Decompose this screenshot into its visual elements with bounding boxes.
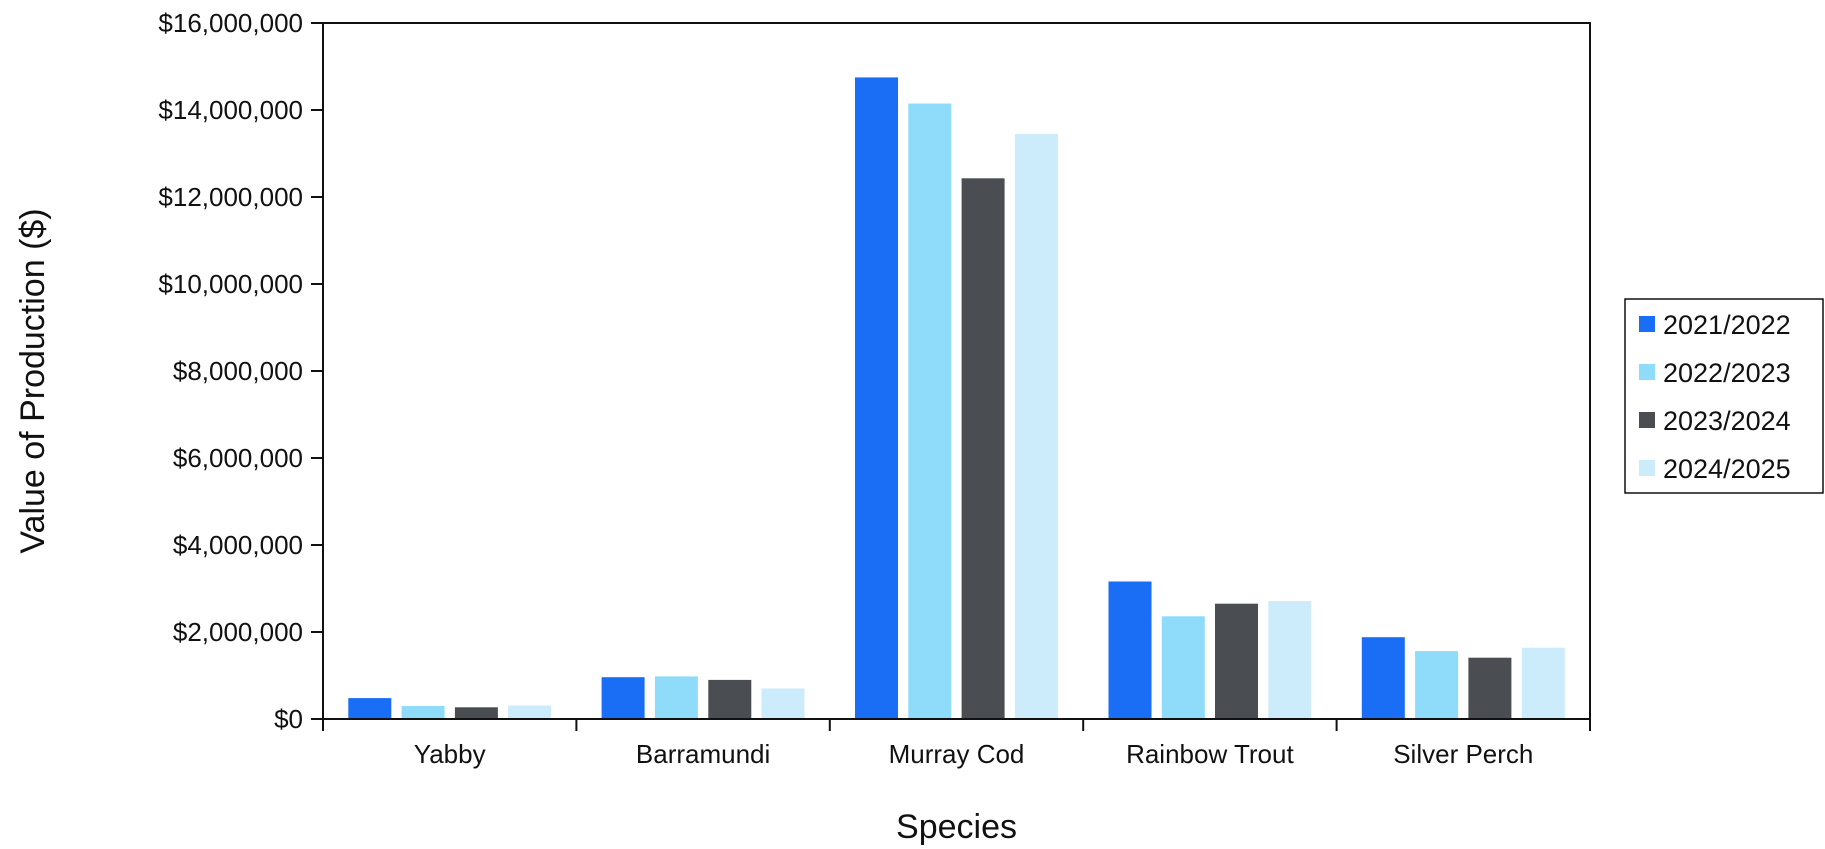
bar [708,679,752,719]
bar [1014,133,1058,719]
y-tick-label: $16,000,000 [158,8,303,38]
y-tick-label: $8,000,000 [173,356,303,386]
x-tick-label: Barramundi [636,739,770,769]
bars-layer [348,77,1565,720]
bar [1215,603,1258,719]
legend-label: 2021/2022 [1663,310,1791,340]
x-tick-label: Rainbow Trout [1126,739,1294,769]
bar [1268,601,1312,719]
y-tick-label: $0 [274,704,303,734]
plot-area-frame [322,22,1591,720]
y-axis-title: Value of Production ($) [14,208,52,553]
x-axis: Yabby Barramundi Murray Cod Rainbow Trout Si… [322,719,1591,769]
legend-label: 2024/2025 [1663,454,1791,484]
y-tick-label: $10,000,000 [158,269,303,299]
x-tick-label: Murray Cod [889,739,1025,769]
legend-swatch [1639,412,1655,428]
bar [855,77,898,719]
bar [348,698,392,719]
x-tick-label: Silver Perch [1393,739,1533,769]
bar [1415,651,1459,719]
bar [908,103,952,719]
y-tick-label: $6,000,000 [173,443,303,473]
bar [1108,581,1152,719]
bar [761,688,805,719]
bar [401,706,445,719]
bar [961,178,1005,720]
bar [601,677,645,719]
legend-swatch [1639,316,1655,332]
y-tick-label: $12,000,000 [158,182,303,212]
bar [654,676,698,719]
y-tick-label: $14,000,000 [158,95,303,125]
legend-label: 2022/2023 [1663,358,1791,388]
bar [454,707,498,719]
y-tick-label: $4,000,000 [173,530,303,560]
bar [1361,637,1405,719]
legend: 2021/2022 2022/2023 2023/2024 2024/2025 [1624,298,1824,494]
bar [1468,657,1512,719]
legend-label: 2023/2024 [1663,406,1791,436]
bar [1161,616,1205,719]
bar [1521,647,1565,719]
y-axis: $0 $2,000,000 $4,000,000 $6,000,000 $8,000,0… [158,8,323,734]
legend-swatch [1639,364,1655,380]
bar [508,705,552,719]
legend-swatch [1639,460,1655,476]
x-axis-title: Species [896,808,1017,846]
legend-box [1624,298,1824,494]
y-tick-label: $2,000,000 [173,617,303,647]
x-tick-label: Yabby [414,739,486,769]
